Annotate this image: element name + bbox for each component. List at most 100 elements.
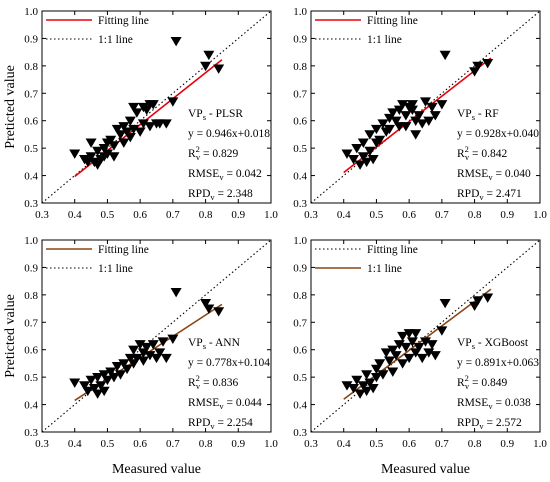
data-point (128, 102, 140, 113)
data-point (108, 373, 120, 383)
data-point (167, 97, 179, 107)
data-point (144, 122, 156, 132)
stats-rpd: RPDv = 2.348 (188, 188, 253, 202)
stats-model: VPs - ANN (188, 337, 241, 351)
data-point (105, 135, 117, 146)
y-tick-label: 1.0 (293, 235, 307, 247)
data-point (361, 370, 373, 380)
data-point (354, 389, 366, 399)
data-point (354, 160, 366, 170)
one-to-one-line (42, 11, 271, 203)
data-point (370, 124, 382, 135)
stats-equation: y = 0.946x+0.018 (188, 128, 270, 140)
x-tick-label: 0.3 (304, 438, 318, 450)
data-point (420, 337, 431, 347)
data-point (400, 342, 412, 353)
data-point (472, 296, 484, 306)
data-point (367, 154, 379, 165)
data-point (69, 378, 81, 388)
stats-r2: R2 v = 0.829 (188, 144, 239, 162)
stats-rmse: RMSEv = 0.038 (457, 397, 531, 411)
y-tick-label: 0.3 (24, 427, 38, 439)
data-point (124, 133, 136, 143)
data-point (400, 111, 412, 121)
stats-rmse: RMSEv = 0.040 (457, 168, 531, 182)
data-point (370, 373, 382, 383)
data-point (157, 337, 169, 347)
data-point (426, 102, 438, 113)
y-tick-label: 0.6 (24, 116, 38, 128)
data-point (115, 130, 127, 140)
data-point (111, 124, 123, 135)
plot-frame (310, 10, 541, 204)
data-point (341, 381, 353, 391)
data-point (426, 340, 438, 350)
x-tick-label: 0.6 (133, 438, 147, 450)
y-tick-label: 0.5 (24, 372, 38, 384)
data-point (128, 124, 140, 135)
chart-panel-top-left: 0.3 0.4 0.5 0.6 0.7 0.8 0.9 1.0 0.3 0.4 0.5 0.6 0.7 0… (3, 6, 278, 221)
stats-equation: y = 0.928x+0.040 (457, 128, 539, 140)
y-tick-label: 0.3 (24, 198, 38, 210)
data-point (134, 340, 146, 350)
data-point (160, 353, 172, 364)
stats-r2: R2 v = 0.836 (188, 373, 239, 391)
y-tick-label: 0.8 (24, 290, 38, 302)
y-tick-label: 0.8 (293, 61, 307, 73)
data-point (429, 111, 441, 121)
data-point (118, 122, 130, 132)
data-point (213, 307, 225, 317)
legend-label: 1:1 line (367, 263, 402, 275)
data-point (121, 127, 133, 137)
data-point (147, 100, 159, 110)
data-point (154, 348, 166, 358)
legend-label: Fitting line (367, 244, 418, 256)
chart-panel-bottom-left: 0.3 0.4 0.5 0.6 0.7 0.8 0.9 1.0 0.3 0.4 0.5 0.6 0.7 0… (3, 235, 278, 477)
data-point (131, 108, 143, 118)
data-point (351, 375, 363, 386)
stats-equation: y = 0.891x+0.063 (457, 357, 539, 369)
data-point (85, 375, 97, 386)
data-point (124, 116, 136, 126)
data-point (170, 287, 182, 298)
data-point (397, 359, 409, 369)
data-point (387, 108, 399, 118)
y-tick-label: 0.8 (293, 290, 307, 302)
y-tick-label: 0.5 (293, 372, 307, 384)
data-point (92, 373, 104, 383)
data-point (79, 381, 91, 391)
data-point (406, 100, 418, 110)
data-point (406, 105, 418, 115)
x-tick-label: 0.8 (199, 438, 213, 450)
data-point (436, 326, 448, 336)
data-point (410, 130, 422, 140)
x-tick-label: 0.6 (402, 209, 416, 221)
y-tick-label: 0.7 (293, 317, 307, 329)
data-point (367, 383, 379, 394)
data-point (397, 100, 409, 110)
y-tick-label: 0.7 (24, 88, 38, 100)
legend-label: Fitting line (367, 15, 418, 27)
x-tick-label: 1.0 (264, 209, 278, 221)
stats-rmse: RMSEv = 0.042 (188, 168, 262, 182)
data-point (115, 370, 127, 380)
data-point (108, 141, 120, 151)
data-point (406, 337, 418, 347)
y-axis-label: Preticted value (3, 294, 18, 378)
data-point (357, 381, 369, 391)
data-point (118, 138, 130, 148)
stats-equation: y = 0.778x+0.104 (188, 357, 270, 369)
x-tick-label: 1.0 (533, 209, 547, 221)
data-point (118, 359, 130, 369)
x-tick-label: 0.3 (35, 438, 49, 450)
data-point (121, 364, 133, 375)
y-tick-label: 0.9 (293, 33, 307, 45)
chart-panel-bottom-right: 0.3 0.4 0.5 0.6 0.7 0.8 0.9 1.0 0.3 0.4 0.5 0.6 0.7 0… (293, 235, 547, 477)
x-tick-label: 0.3 (35, 209, 49, 221)
y-tick-label: 0.7 (24, 317, 38, 329)
data-point (384, 124, 396, 135)
x-axis-label: Measured value (112, 462, 201, 477)
data-point (98, 370, 110, 380)
stats-rpd: RPDv = 2.254 (188, 417, 253, 431)
